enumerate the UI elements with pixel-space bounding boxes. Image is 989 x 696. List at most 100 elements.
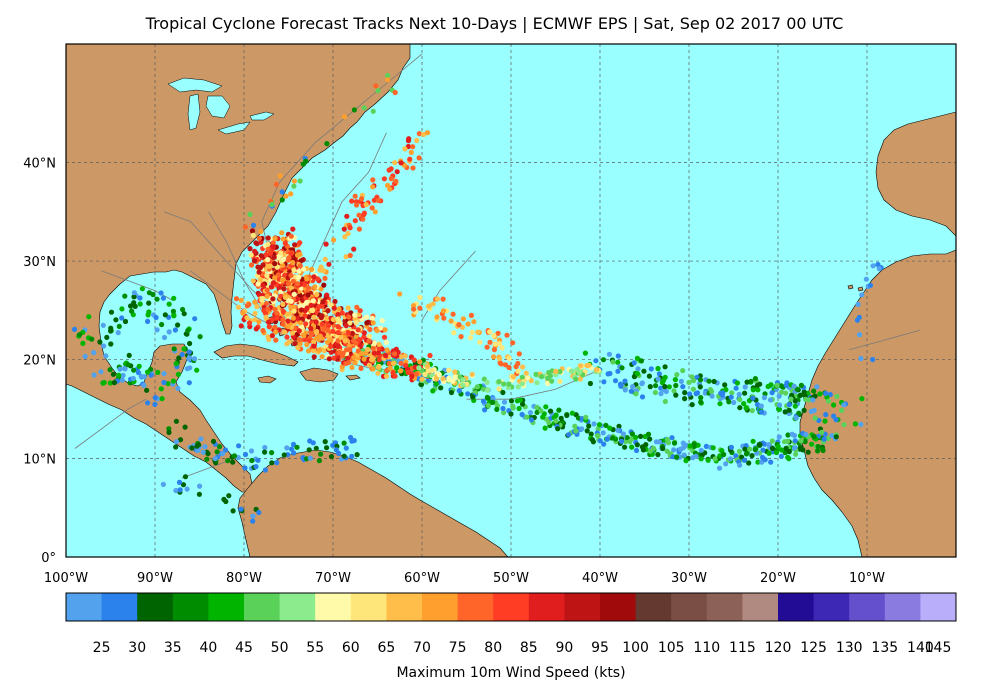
track-point bbox=[721, 451, 727, 458]
track-point bbox=[680, 368, 686, 374]
track-point bbox=[349, 438, 355, 444]
track-point bbox=[336, 349, 342, 356]
track-point bbox=[687, 443, 693, 449]
colorbar-tick-label: 55 bbox=[306, 640, 324, 656]
track-point bbox=[402, 353, 408, 359]
track-point bbox=[249, 457, 255, 464]
track-point bbox=[693, 391, 699, 397]
track-point bbox=[269, 333, 275, 339]
track-point bbox=[82, 353, 88, 359]
track-point bbox=[265, 241, 271, 247]
track-point bbox=[175, 371, 181, 377]
track-point bbox=[71, 326, 78, 332]
track-point bbox=[746, 460, 752, 466]
track-point bbox=[346, 343, 352, 349]
track-point bbox=[870, 356, 876, 363]
track-point bbox=[406, 136, 412, 142]
track-point bbox=[253, 464, 259, 470]
track-point bbox=[180, 306, 186, 313]
track-point bbox=[577, 376, 583, 382]
track-point bbox=[487, 339, 493, 345]
track-point bbox=[722, 382, 728, 388]
track-point bbox=[460, 382, 466, 388]
track-point bbox=[297, 320, 304, 326]
track-point bbox=[320, 268, 326, 274]
track-point bbox=[91, 372, 97, 378]
track-point bbox=[373, 83, 379, 89]
track-point bbox=[619, 438, 625, 444]
track-point bbox=[678, 378, 685, 384]
track-point bbox=[331, 355, 337, 361]
track-point bbox=[817, 391, 823, 397]
track-point bbox=[815, 448, 821, 454]
track-point bbox=[153, 314, 159, 321]
track-point bbox=[433, 381, 439, 387]
track-point bbox=[238, 506, 244, 512]
track-point bbox=[519, 381, 525, 387]
track-point bbox=[170, 378, 176, 384]
land-hispaniola bbox=[299, 367, 339, 383]
track-line bbox=[849, 329, 921, 351]
track-point bbox=[131, 367, 137, 373]
track-point bbox=[419, 376, 425, 382]
track-point bbox=[663, 388, 669, 395]
track-point bbox=[192, 316, 198, 322]
track-point bbox=[111, 380, 117, 386]
track-point bbox=[556, 407, 562, 413]
track-point bbox=[119, 377, 125, 383]
track-point bbox=[376, 345, 382, 351]
track-point bbox=[579, 426, 585, 432]
track-point bbox=[434, 296, 440, 302]
track-point bbox=[145, 369, 151, 375]
track-point bbox=[811, 433, 817, 439]
track-point bbox=[131, 290, 137, 296]
track-point bbox=[290, 259, 296, 266]
longitude-tick-label: 60°W bbox=[404, 571, 440, 586]
longitude-tick-label: 20°W bbox=[760, 571, 796, 586]
track-point bbox=[159, 321, 165, 328]
track-point bbox=[394, 365, 400, 371]
track-point bbox=[264, 293, 270, 299]
track-point bbox=[662, 384, 668, 390]
track-point bbox=[252, 310, 258, 317]
track-point bbox=[564, 412, 570, 418]
track-point bbox=[662, 364, 668, 370]
track-point bbox=[311, 339, 317, 345]
track-point bbox=[196, 442, 202, 448]
track-point bbox=[782, 409, 788, 415]
track-point bbox=[594, 367, 600, 373]
track-point bbox=[398, 360, 404, 366]
track-point bbox=[600, 430, 606, 436]
track-point bbox=[130, 375, 136, 382]
track-point bbox=[812, 415, 818, 421]
colorbar-swatch bbox=[528, 593, 565, 621]
track-point bbox=[108, 341, 114, 347]
track-point bbox=[352, 312, 358, 318]
track-point bbox=[593, 358, 599, 364]
colorbar-swatch bbox=[600, 593, 636, 621]
track-point bbox=[177, 487, 183, 493]
colorbar-swatch bbox=[849, 593, 886, 621]
track-point bbox=[252, 248, 258, 254]
track-point bbox=[728, 394, 734, 400]
track-point bbox=[80, 340, 86, 346]
colorbar-tick-label: 50 bbox=[271, 640, 289, 656]
track-point bbox=[587, 380, 594, 387]
track-point bbox=[263, 314, 269, 320]
track-point bbox=[363, 202, 369, 208]
track-point bbox=[265, 257, 271, 263]
colorbar-tick-label: 105 bbox=[658, 640, 685, 656]
track-point bbox=[108, 309, 115, 315]
track-point bbox=[351, 107, 357, 113]
track-point bbox=[291, 183, 297, 189]
track-point bbox=[324, 141, 330, 147]
colorbar-swatch bbox=[884, 593, 921, 621]
track-point bbox=[291, 267, 297, 273]
colorbar-tick-label: 145 bbox=[925, 640, 952, 656]
track-point bbox=[282, 294, 288, 300]
track-point bbox=[810, 397, 816, 403]
track-point bbox=[719, 448, 725, 454]
track-point bbox=[709, 393, 715, 399]
track-point bbox=[748, 378, 754, 384]
track-point bbox=[321, 282, 327, 288]
